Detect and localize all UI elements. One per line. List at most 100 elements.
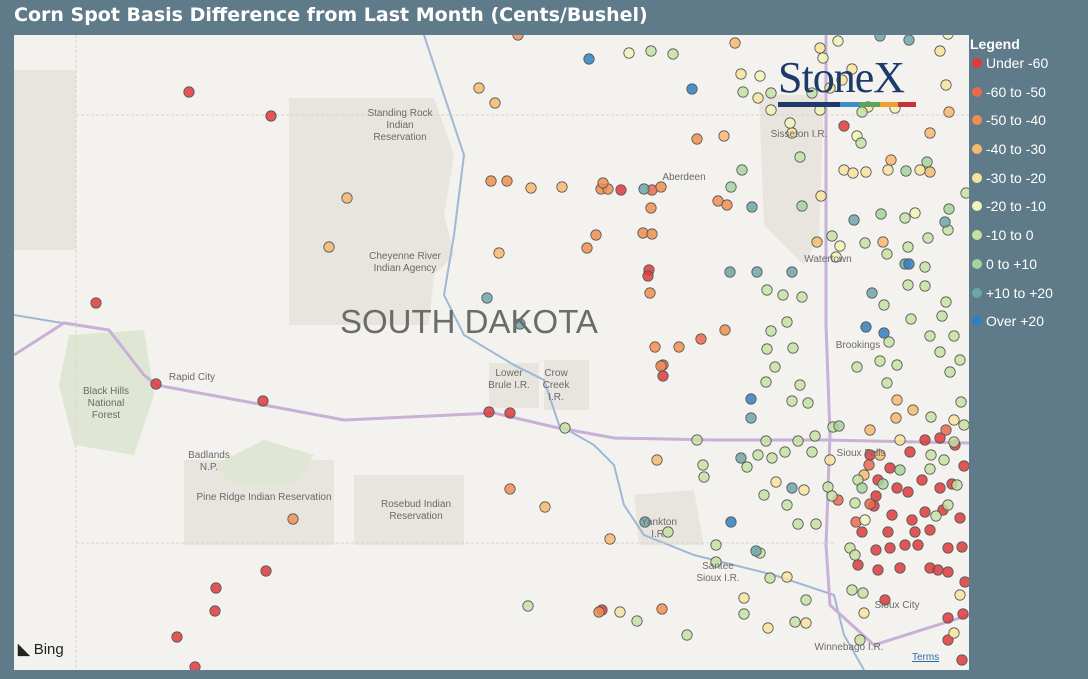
location-dot[interactable] bbox=[673, 341, 685, 353]
location-dot[interactable] bbox=[265, 110, 277, 122]
location-dot[interactable] bbox=[631, 615, 643, 627]
legend-item[interactable]: -10 to 0 bbox=[970, 227, 1053, 256]
location-dot[interactable] bbox=[765, 325, 777, 337]
location-dot[interactable] bbox=[681, 629, 693, 641]
location-dot[interactable] bbox=[858, 607, 870, 619]
location-dot[interactable] bbox=[810, 518, 822, 530]
location-dot[interactable] bbox=[939, 216, 951, 228]
location-dot[interactable] bbox=[824, 454, 836, 466]
location-dot[interactable] bbox=[796, 291, 808, 303]
location-dot[interactable] bbox=[764, 572, 776, 584]
location-dot[interactable] bbox=[697, 459, 709, 471]
location-dot[interactable] bbox=[948, 414, 960, 426]
location-dot[interactable] bbox=[854, 634, 866, 646]
location-dot[interactable] bbox=[902, 486, 914, 498]
location-dot[interactable] bbox=[872, 564, 884, 576]
location-dot[interactable] bbox=[856, 526, 868, 538]
location-dot[interactable] bbox=[856, 482, 868, 494]
location-dot[interactable] bbox=[718, 130, 730, 142]
location-dot[interactable] bbox=[758, 489, 770, 501]
location-dot[interactable] bbox=[556, 181, 568, 193]
location-dot[interactable] bbox=[924, 463, 936, 475]
location-dot[interactable] bbox=[934, 482, 946, 494]
location-dot[interactable] bbox=[777, 289, 789, 301]
location-dot[interactable] bbox=[824, 82, 836, 94]
location-dot[interactable] bbox=[786, 395, 798, 407]
location-dot[interactable] bbox=[806, 87, 818, 99]
location-dot[interactable] bbox=[903, 258, 915, 270]
location-dot[interactable] bbox=[735, 68, 747, 80]
location-dot[interactable] bbox=[583, 53, 595, 65]
location-dot[interactable] bbox=[878, 327, 890, 339]
location-dot[interactable] bbox=[150, 378, 162, 390]
location-dot[interactable] bbox=[860, 321, 872, 333]
location-dot[interactable] bbox=[656, 603, 668, 615]
location-dot[interactable] bbox=[512, 35, 524, 41]
location-dot[interactable] bbox=[796, 200, 808, 212]
location-dot[interactable] bbox=[590, 229, 602, 241]
location-dot[interactable] bbox=[834, 240, 846, 252]
location-dot[interactable] bbox=[848, 214, 860, 226]
location-dot[interactable] bbox=[881, 377, 893, 389]
location-dot[interactable] bbox=[662, 526, 674, 538]
location-dot[interactable] bbox=[830, 251, 842, 263]
location-dot[interactable] bbox=[954, 512, 966, 524]
location-dot[interactable] bbox=[864, 498, 876, 510]
location-dot[interactable] bbox=[257, 395, 269, 407]
location-dot[interactable] bbox=[691, 434, 703, 446]
location-dot[interactable] bbox=[738, 608, 750, 620]
location-dot[interactable] bbox=[504, 407, 516, 419]
location-dot[interactable] bbox=[826, 230, 838, 242]
location-dot[interactable] bbox=[942, 499, 954, 511]
location-dot[interactable] bbox=[725, 181, 737, 193]
location-dot[interactable] bbox=[884, 462, 896, 474]
location-dot[interactable] bbox=[919, 280, 931, 292]
location-dot[interactable] bbox=[522, 600, 534, 612]
location-dot[interactable] bbox=[925, 449, 937, 461]
location-dot[interactable] bbox=[483, 406, 495, 418]
location-dot[interactable] bbox=[809, 430, 821, 442]
location-dot[interactable] bbox=[924, 127, 936, 139]
location-dot[interactable] bbox=[851, 361, 863, 373]
location-dot[interactable] bbox=[957, 608, 969, 620]
location-dot[interactable] bbox=[784, 117, 796, 129]
location-dot[interactable] bbox=[938, 454, 950, 466]
terms-link[interactable]: Terms bbox=[912, 652, 940, 663]
location-dot[interactable] bbox=[859, 237, 871, 249]
location-dot[interactable] bbox=[909, 526, 921, 538]
location-dot[interactable] bbox=[761, 284, 773, 296]
location-dot[interactable] bbox=[762, 622, 774, 634]
location-dot[interactable] bbox=[909, 207, 921, 219]
location-dot[interactable] bbox=[942, 612, 954, 624]
location-dot[interactable] bbox=[559, 422, 571, 434]
location-dot[interactable] bbox=[792, 518, 804, 530]
location-dot[interactable] bbox=[786, 266, 798, 278]
location-dot[interactable] bbox=[884, 542, 896, 554]
legend-item[interactable]: -60 to -50 bbox=[970, 84, 1053, 113]
location-dot[interactable] bbox=[914, 164, 926, 176]
location-dot[interactable] bbox=[781, 499, 793, 511]
location-dot[interactable] bbox=[814, 42, 826, 54]
location-dot[interactable] bbox=[956, 654, 968, 666]
location-dot[interactable] bbox=[942, 35, 954, 40]
location-dot[interactable] bbox=[916, 474, 928, 486]
location-dot[interactable] bbox=[171, 631, 183, 643]
location-dot[interactable] bbox=[737, 86, 749, 98]
location-dot[interactable] bbox=[847, 167, 859, 179]
location-dot[interactable] bbox=[943, 106, 955, 118]
location-dot[interactable] bbox=[724, 266, 736, 278]
location-dot[interactable] bbox=[750, 545, 762, 557]
location-dot[interactable] bbox=[817, 52, 829, 64]
location-dot[interactable] bbox=[525, 182, 537, 194]
location-dot[interactable] bbox=[891, 394, 903, 406]
location-dot[interactable] bbox=[921, 156, 933, 168]
location-dot[interactable] bbox=[765, 104, 777, 116]
location-dot[interactable] bbox=[899, 539, 911, 551]
location-dot[interactable] bbox=[912, 539, 924, 551]
location-dot[interactable] bbox=[883, 336, 895, 348]
location-dot[interactable] bbox=[581, 242, 593, 254]
location-dot[interactable] bbox=[860, 166, 872, 178]
location-dot[interactable] bbox=[954, 354, 966, 366]
location-dot[interactable] bbox=[948, 436, 960, 448]
legend-item[interactable]: 0 to +10 bbox=[970, 256, 1053, 285]
